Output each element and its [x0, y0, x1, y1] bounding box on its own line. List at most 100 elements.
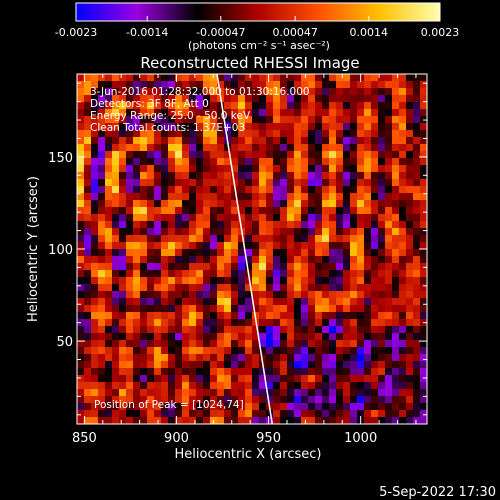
heatmap-pixel: [119, 263, 127, 271]
heatmap-pixel: [161, 277, 169, 285]
heatmap-pixel: [406, 144, 414, 152]
heatmap-pixel: [287, 375, 295, 383]
heatmap-pixel: [273, 333, 281, 341]
heatmap-pixel: [301, 235, 309, 243]
heatmap-pixel: [406, 249, 414, 257]
heatmap-pixel: [245, 277, 253, 285]
heatmap-pixel: [105, 403, 113, 411]
heatmap-pixel: [175, 375, 183, 383]
heatmap-pixel: [350, 270, 358, 278]
heatmap-pixel: [217, 242, 225, 250]
heatmap-pixel: [196, 382, 204, 390]
heatmap-pixel: [126, 235, 134, 243]
heatmap-pixel: [91, 333, 99, 341]
heatmap-pixel: [420, 151, 427, 159]
heatmap-pixel: [273, 389, 281, 397]
heatmap-pixel: [266, 298, 274, 306]
heatmap-pixel: [217, 151, 225, 159]
heatmap-pixel: [364, 193, 372, 201]
heatmap-pixel: [350, 410, 358, 418]
heatmap-pixel: [343, 361, 351, 369]
heatmap-pixel: [133, 214, 141, 222]
heatmap-pixel: [280, 347, 288, 355]
heatmap-pixel: [175, 81, 183, 89]
heatmap-pixel: [406, 277, 414, 285]
heatmap-pixel: [406, 95, 414, 103]
heatmap-pixel: [280, 193, 288, 201]
heatmap-pixel: [161, 88, 169, 96]
heatmap-pixel: [413, 179, 421, 187]
heatmap-pixel: [245, 221, 253, 229]
heatmap-pixel: [140, 228, 148, 236]
y-tick-label: 50: [56, 335, 73, 350]
heatmap-pixel: [315, 319, 323, 327]
heatmap-image: [77, 74, 427, 424]
heatmap-pixel: [189, 144, 197, 152]
heatmap-pixel: [196, 270, 204, 278]
heatmap-pixel: [133, 333, 141, 341]
heatmap-pixel: [385, 375, 393, 383]
heatmap-pixel: [98, 123, 106, 131]
heatmap-pixel: [392, 151, 400, 159]
heatmap-pixel: [385, 193, 393, 201]
heatmap-pixel: [371, 312, 379, 320]
heatmap-pixel: [112, 221, 120, 229]
heatmap-pixel: [336, 410, 344, 418]
heatmap-pixel: [266, 109, 274, 117]
heatmap-pixel: [126, 263, 134, 271]
heatmap-pixel: [203, 326, 211, 334]
heatmap-pixel: [301, 242, 309, 250]
heatmap-pixel: [84, 326, 92, 334]
heatmap-pixel: [119, 368, 127, 376]
heatmap-pixel: [238, 284, 246, 292]
heatmap-pixel: [371, 193, 379, 201]
heatmap-pixel: [392, 81, 400, 89]
heatmap-pixel: [308, 88, 316, 96]
heatmap-pixel: [378, 361, 386, 369]
heatmap-pixel: [357, 277, 365, 285]
heatmap-pixel: [217, 361, 225, 369]
heatmap-pixel: [224, 347, 232, 355]
heatmap-pixel: [343, 109, 351, 117]
heatmap-pixel: [238, 109, 246, 117]
heatmap-pixel: [224, 326, 232, 334]
heatmap-pixel: [266, 368, 274, 376]
heatmap-pixel: [224, 158, 232, 166]
heatmap-pixel: [105, 116, 113, 124]
heatmap-pixel: [308, 382, 316, 390]
heatmap-pixel: [308, 158, 316, 166]
heatmap-pixel: [315, 417, 323, 424]
heatmap-pixel: [252, 263, 260, 271]
heatmap-pixel: [280, 186, 288, 194]
heatmap-pixel: [168, 109, 176, 117]
heatmap-pixel: [203, 277, 211, 285]
heatmap-pixel: [315, 291, 323, 299]
heatmap-pixel: [140, 277, 148, 285]
heatmap-pixel: [392, 396, 400, 404]
heatmap-pixel: [245, 256, 253, 264]
heatmap-pixel: [168, 361, 176, 369]
heatmap-pixel: [77, 109, 85, 117]
heatmap-pixel: [259, 207, 267, 215]
heatmap-pixel: [77, 102, 85, 110]
heatmap-pixel: [357, 165, 365, 173]
colorbar-tick-label: -0.0014: [126, 26, 168, 39]
heatmap-pixel: [287, 221, 295, 229]
heatmap-pixel: [203, 81, 211, 89]
heatmap-pixel: [343, 368, 351, 376]
heatmap-pixel: [147, 319, 155, 327]
heatmap-pixel: [294, 263, 302, 271]
heatmap-pixel: [385, 88, 393, 96]
heatmap-pixel: [77, 228, 85, 236]
heatmap-pixel: [406, 340, 414, 348]
heatmap-pixel: [385, 242, 393, 250]
heatmap-pixel: [168, 291, 176, 299]
heatmap-pixel: [133, 375, 141, 383]
heatmap-pixel: [91, 340, 99, 348]
heatmap-pixel: [154, 228, 162, 236]
heatmap-pixel: [84, 354, 92, 362]
heatmap-pixel: [203, 354, 211, 362]
heatmap-pixel: [126, 123, 134, 131]
heatmap-pixel: [357, 193, 365, 201]
heatmap-pixel: [175, 389, 183, 397]
